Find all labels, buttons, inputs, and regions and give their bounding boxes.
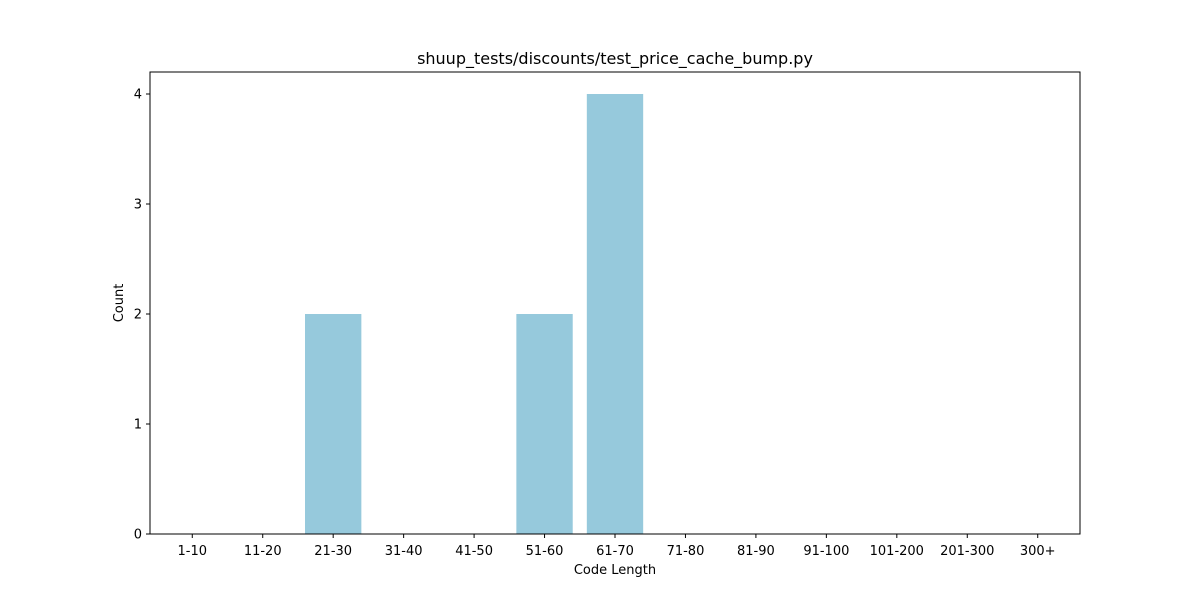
y-tick-label: 3 — [134, 198, 142, 213]
x-tick-label: 51-60 — [526, 544, 564, 559]
y-tick-label: 1 — [134, 418, 142, 433]
x-tick-label: 1-10 — [178, 544, 208, 559]
x-tick-label: 61-70 — [596, 544, 634, 559]
bar-51-60 — [516, 314, 573, 534]
y-axis-title: Count — [112, 284, 127, 323]
x-axis-title: Code Length — [574, 563, 656, 578]
y-tick-label: 4 — [134, 88, 142, 103]
x-axis: 1-10 11-20 21-30 31-40 41-50 51-60 61-70 71-80 8… — [178, 534, 1056, 559]
x-tick-label: 11-20 — [244, 544, 282, 559]
x-tick-label: 81-90 — [737, 544, 775, 559]
x-tick-label: 91-100 — [803, 544, 849, 559]
y-axis: 0 1 2 3 4 — [134, 88, 150, 543]
bars-group — [305, 94, 644, 534]
bar-61-70 — [586, 94, 644, 534]
x-tick-label: 21-30 — [314, 544, 352, 559]
x-tick-label: 71-80 — [667, 544, 705, 559]
x-tick-label: 201-300 — [940, 544, 994, 559]
x-tick-label: 31-40 — [385, 544, 423, 559]
chart-title: shuup_tests/discounts/test_price_cache_b… — [417, 49, 813, 69]
bar-21-30 — [305, 314, 362, 534]
x-tick-label: 41-50 — [455, 544, 493, 559]
y-tick-label: 2 — [134, 308, 142, 323]
y-tick-label: 0 — [134, 528, 142, 543]
x-tick-label: 101-200 — [870, 544, 924, 559]
x-tick-label: 300+ — [1020, 544, 1056, 559]
